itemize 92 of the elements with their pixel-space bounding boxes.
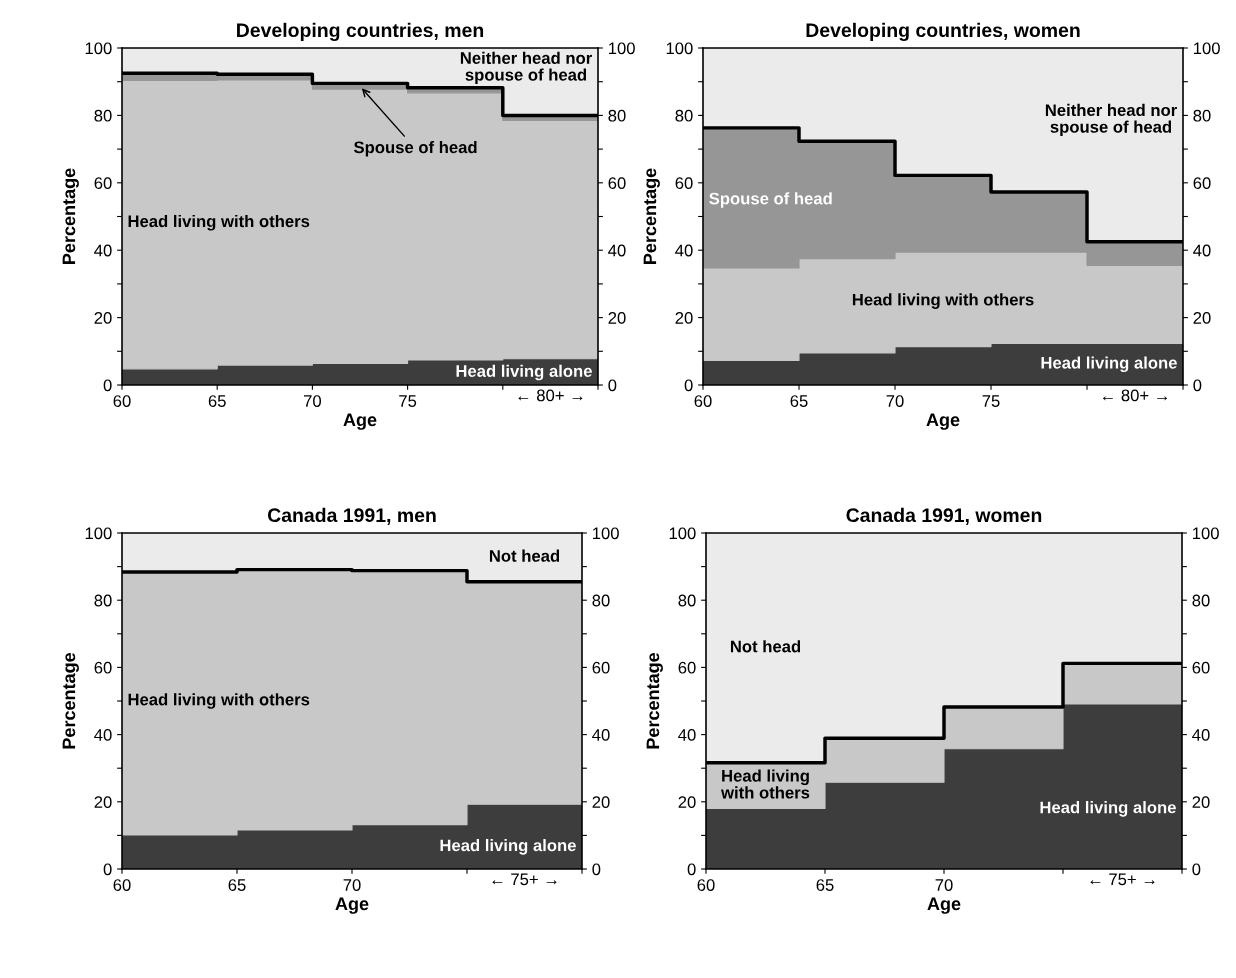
- y2-tick-label: 20: [1193, 312, 1211, 324]
- text: ← 80+ →: [518, 389, 583, 402]
- y-tick-label: 80: [94, 594, 112, 607]
- y2-tick-label: 40: [1193, 244, 1211, 257]
- y2-tick-label: 20: [1192, 796, 1210, 808]
- y2-tick-label: 40: [608, 244, 626, 257]
- x-axis-title: Age: [926, 413, 960, 430]
- series-label: Head living alone: [456, 364, 592, 381]
- y-tick-label: 20: [675, 312, 693, 324]
- y-tick-label: 0: [684, 379, 693, 392]
- series-label: Spouse of head: [709, 192, 832, 208]
- y-tick-label: 80: [94, 109, 112, 122]
- y-axis-title: Percentage: [643, 168, 660, 264]
- y-tick-label: 60: [94, 661, 112, 674]
- chart-title: Developing countries, women: [806, 22, 1080, 42]
- x-tick-label: 75: [399, 395, 417, 407]
- x-tick-label: 65: [816, 879, 834, 891]
- x-tick-label: 60: [113, 395, 131, 407]
- series-label: Head living alone: [440, 839, 576, 855]
- text: Spouse of head: [354, 140, 477, 157]
- y-tick-label: 20: [94, 312, 112, 324]
- x-tick-label: 65: [790, 395, 808, 407]
- x-tick-label: 70: [935, 879, 953, 891]
- y2-tick-label: 80: [608, 109, 626, 122]
- chart-title: Canada 1991, men: [267, 507, 436, 525]
- y-tick-label: 40: [94, 729, 112, 741]
- x-tick-label: 70: [886, 395, 904, 407]
- y2-tick-label: 80: [592, 594, 610, 607]
- y-tick-label: 40: [675, 244, 693, 257]
- text: ← 75+ →: [1090, 873, 1155, 886]
- x-axis-title: Age: [335, 897, 369, 914]
- x-axis-title: Age: [343, 413, 377, 430]
- series-label: Head living with others: [852, 293, 1034, 309]
- x-axis-title: Age: [927, 897, 961, 914]
- y2-tick-label: 40: [592, 729, 610, 741]
- text: ← 80+ →: [1102, 389, 1168, 402]
- y-tick-label: 80: [678, 594, 696, 607]
- y2-tick-label: 40: [1192, 729, 1210, 741]
- y-tick-label: 80: [675, 109, 693, 122]
- y-tick-label: 0: [103, 863, 112, 876]
- y-tick-label: 60: [678, 661, 696, 674]
- y2-tick-label: 0: [1192, 863, 1201, 876]
- y-tick-label: 40: [94, 244, 112, 257]
- y-axis-title: Percentage: [62, 652, 79, 749]
- x-tick-label: 60: [113, 879, 131, 891]
- y-tick-label: 100: [85, 42, 112, 55]
- y-tick-label: 100: [669, 527, 696, 540]
- y-tick-label: 100: [666, 42, 693, 55]
- series-label: Head living alone: [1041, 356, 1177, 373]
- chart-title: Canada 1991, women: [846, 507, 1042, 525]
- x-tick-label: 75: [982, 395, 1000, 407]
- y2-tick-label: 20: [608, 312, 626, 324]
- y2-tick-label: 60: [592, 661, 610, 674]
- series-label: Not head: [730, 640, 801, 653]
- chart-title: Developing countries, men: [237, 22, 484, 42]
- y-tick-label: 40: [678, 729, 696, 741]
- series-label: Head living with others: [128, 214, 310, 231]
- series-label: Head living alone: [1040, 801, 1176, 817]
- y2-tick-label: 0: [608, 379, 617, 392]
- y-tick-label: 0: [687, 863, 696, 876]
- x-tick-label: 60: [694, 395, 712, 407]
- x-tick-label: 60: [697, 879, 715, 891]
- y2-tick-label: 100: [592, 527, 619, 540]
- x-tick-label: 65: [228, 879, 246, 891]
- y2-tick-label: 80: [1193, 109, 1211, 122]
- y2-tick-label: 100: [1192, 527, 1219, 540]
- series-label: Head living with others: [721, 769, 810, 799]
- y2-tick-label: 60: [608, 177, 626, 189]
- y2-tick-label: 60: [1192, 661, 1210, 674]
- y-tick-label: 20: [94, 796, 112, 808]
- x-tick-label: 70: [343, 879, 361, 891]
- y-tick-label: 60: [675, 177, 693, 189]
- x-tick-label: 70: [303, 395, 322, 407]
- series-label: Head living with others: [128, 693, 310, 709]
- text: ← 75+ →: [492, 873, 557, 886]
- x-tick-label: 65: [208, 395, 226, 407]
- y-axis-title: Percentage: [646, 652, 663, 749]
- y2-tick-label: 100: [608, 42, 635, 55]
- series-label: Neither head nor spouse of head: [460, 51, 592, 85]
- y2-tick-label: 60: [1193, 177, 1211, 189]
- y-tick-label: 20: [678, 796, 696, 808]
- y2-tick-label: 0: [592, 863, 601, 876]
- y2-tick-label: 80: [1192, 594, 1210, 607]
- y-axis-title: Percentage: [62, 168, 79, 264]
- y-tick-label: 60: [94, 177, 112, 189]
- y2-tick-label: 100: [1193, 42, 1220, 55]
- series-label: Neither head nor spouse of head: [1045, 103, 1177, 137]
- y-tick-label: 100: [85, 527, 112, 540]
- y-tick-label: 0: [103, 379, 112, 392]
- series-label: Not head: [489, 549, 560, 562]
- y2-tick-label: 20: [592, 796, 610, 808]
- y2-tick-label: 0: [1193, 379, 1202, 392]
